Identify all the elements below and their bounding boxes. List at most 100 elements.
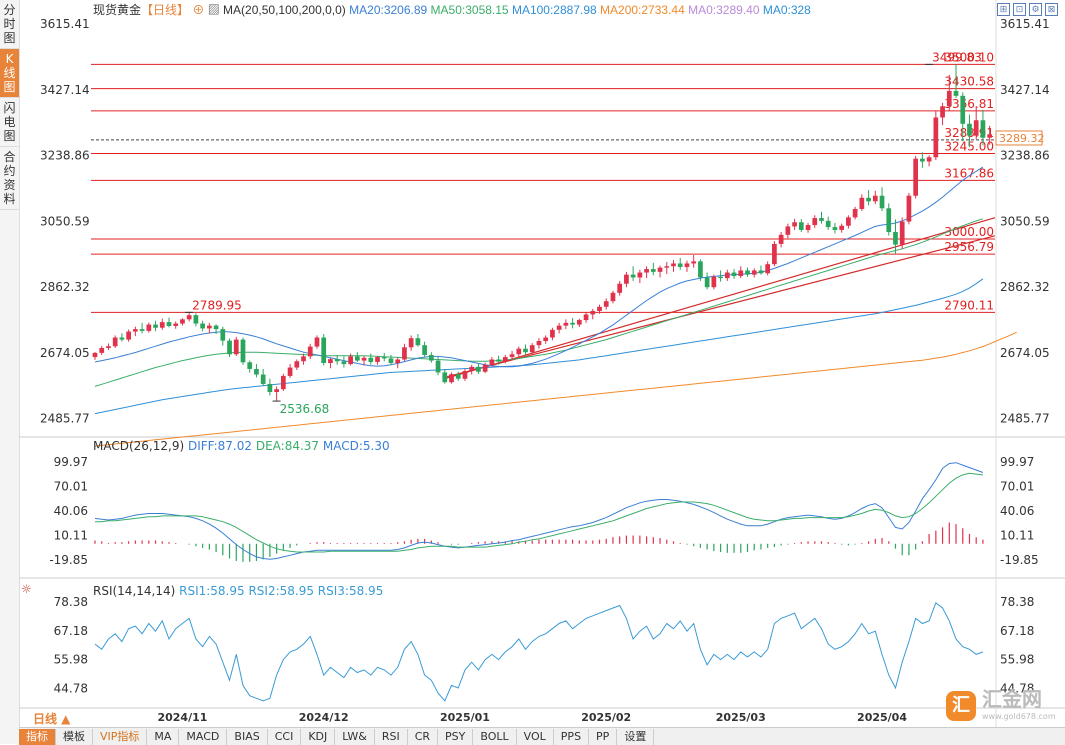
candle (186, 312, 192, 322)
indicator-tab-13[interactable]: VOL (517, 728, 554, 745)
indicator-tab-16[interactable]: 设置 (617, 728, 655, 745)
candle (590, 308, 596, 320)
candle-body (576, 320, 582, 325)
candle (792, 218, 797, 230)
hline-label: 3167.86 (944, 166, 994, 180)
candle-body (987, 134, 993, 138)
candle-body (126, 331, 131, 340)
macd-dea-line (95, 472, 983, 553)
candle-body (106, 346, 111, 348)
macd-tick-label: 99.97 (1000, 455, 1034, 469)
header-ma200: MA200:2733.44 (600, 3, 688, 17)
candle-body (610, 292, 616, 302)
indicator-tab-15[interactable]: PP (589, 728, 618, 745)
candle (112, 335, 118, 348)
candle-body (449, 374, 454, 383)
candle (624, 271, 629, 288)
candle (973, 106, 979, 140)
candle (738, 266, 744, 279)
candle (415, 334, 421, 347)
candle (812, 215, 818, 228)
indicator-tab-10[interactable]: CR (408, 728, 439, 745)
close-icon[interactable]: ⊠ (1045, 3, 1058, 16)
candle (933, 111, 939, 161)
candle (240, 337, 246, 365)
candle-body (482, 364, 488, 372)
candle-body (274, 389, 279, 392)
candle (785, 223, 791, 239)
window-controls: ⊞ ⊡ ⚙ ⊠ (997, 3, 1058, 16)
candle-body (899, 221, 905, 245)
indicator-tab-2[interactable]: VIP指标 (93, 728, 148, 745)
indicator-tab-14[interactable]: PPS (554, 728, 590, 745)
candle (946, 74, 952, 111)
candle-body (583, 314, 589, 321)
indicator-tab-12[interactable]: BOLL (473, 728, 517, 745)
candle-body (886, 208, 892, 233)
candle-body (341, 361, 347, 365)
indicator-tab-9[interactable]: RSI (375, 728, 408, 745)
rsi-tick-label-left: 44.78 (54, 682, 88, 696)
candle-body (294, 361, 300, 368)
indicator-tab-8[interactable]: LW& (335, 728, 375, 745)
candle-body (960, 95, 966, 124)
candle (724, 269, 730, 281)
rsi-settings-icon[interactable]: ☼ (21, 582, 32, 596)
sidebar-tab-3[interactable]: 合约资料 (0, 147, 19, 210)
candle-body (428, 354, 434, 361)
candle-body (805, 225, 811, 230)
candle (321, 334, 327, 366)
candle (402, 343, 407, 362)
rsi-line (94, 602, 984, 702)
indicator-tab-6[interactable]: CCI (268, 728, 302, 745)
candle-body (153, 324, 158, 328)
candle (765, 261, 771, 276)
indicator-tab-11[interactable]: PSY (438, 728, 474, 745)
candle (563, 319, 569, 330)
candle-body (186, 315, 192, 320)
candle-body (671, 263, 676, 267)
hline-label: 2790.11 (944, 298, 994, 312)
candle-body (657, 267, 663, 272)
period-selector-button[interactable]: 日线 ▲ (33, 712, 71, 726)
candle (294, 359, 300, 370)
candle-body (402, 347, 407, 360)
settings-icon[interactable]: ⚙ (1029, 3, 1042, 16)
current-price-tag (995, 130, 1043, 146)
candle (671, 259, 676, 272)
candle-body (489, 359, 495, 365)
candle (274, 386, 279, 401)
candle (254, 364, 259, 378)
candle (926, 155, 932, 167)
candle-body (301, 356, 306, 362)
indicator-tab-3[interactable]: MA (147, 728, 180, 745)
sidebar-tab-2[interactable]: 闪电图 (0, 98, 19, 147)
candle (375, 356, 380, 365)
candle-body (119, 337, 125, 340)
candle-body (233, 339, 239, 355)
indicator-tab-0[interactable]: 指标 (19, 728, 56, 745)
indicator-tab-4[interactable]: MACD (179, 728, 228, 745)
candle (684, 260, 690, 272)
candle-body (207, 325, 212, 329)
candle (92, 352, 98, 360)
expand-icon[interactable]: ⊡ (1013, 3, 1026, 16)
candle (886, 203, 892, 236)
candle-body (280, 375, 286, 390)
candle-body (220, 329, 226, 341)
fullscreen-icon[interactable]: ⊞ (997, 3, 1010, 16)
candle-body (946, 90, 952, 107)
candle-body (321, 337, 327, 364)
candle-body (395, 359, 401, 364)
indicator-tab-5[interactable]: BIAS (227, 728, 268, 745)
candle (866, 190, 871, 206)
candle (893, 219, 898, 254)
sidebar-tab-1[interactable]: K线图 (0, 49, 19, 98)
rsi-tick-label-left: 67.18 (54, 624, 88, 638)
sidebar-tab-0[interactable]: 分时图 (0, 0, 19, 49)
candle (354, 352, 360, 362)
macd-tick-label-left: 70.01 (54, 479, 88, 493)
indicator-tab-1[interactable]: 模板 (56, 728, 93, 745)
indicator-tab-7[interactable]: KDJ (301, 728, 336, 745)
